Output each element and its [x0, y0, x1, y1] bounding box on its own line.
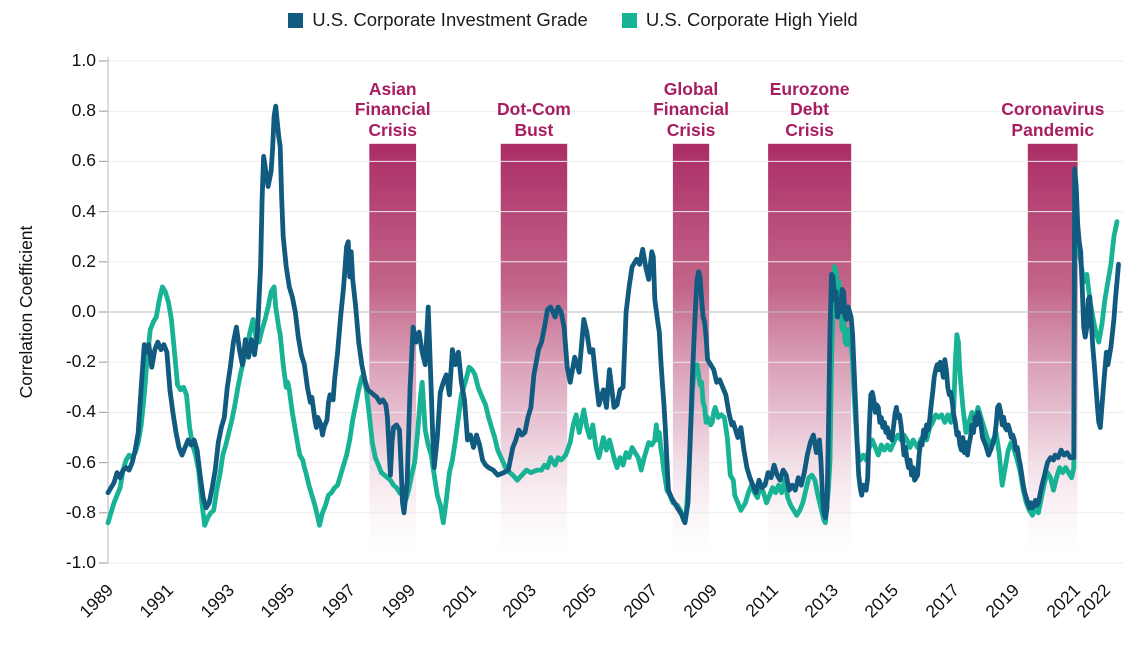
legend-label-investment-grade: U.S. Corporate Investment Grade	[312, 9, 588, 30]
crisis-band-3	[768, 143, 852, 559]
crisis-label-1: Dot-Com Bust	[497, 99, 571, 140]
y-tick-label: 0.4	[71, 200, 96, 221]
crisis-label-0: Asian Financial Crisis	[354, 79, 431, 140]
crisis-band-4	[1027, 143, 1078, 559]
legend-item-investment-grade: U.S. Corporate Investment Grade	[288, 9, 588, 31]
legend-label-high-yield: U.S. Corporate High Yield	[645, 9, 858, 30]
high-yield-line	[105, 189, 1120, 528]
crisis-label-4: Coronavirus Pandemic	[1001, 99, 1105, 140]
chart-legend: U.S. Corporate Investment Grade U.S. Cor…	[0, 9, 1146, 31]
crisis-band-1	[500, 143, 568, 559]
y-tick-label: 0.8	[71, 100, 96, 121]
y-tick-label: 1.0	[71, 50, 96, 70]
legend-item-high-yield: U.S. Corporate High Yield	[621, 9, 858, 31]
y-tick-label: 0.0	[71, 301, 96, 321]
y-tick-label: -0.4	[65, 401, 96, 422]
investment-grade-swatch-icon	[288, 12, 304, 28]
crisis-label-2: Global Financial Crisis	[653, 79, 729, 140]
y-tick-label: -0.8	[65, 501, 96, 522]
y-tick-label: -0.6	[65, 451, 96, 472]
crisis-label-3: Eurozone Debt Crisis	[769, 79, 850, 140]
high-yield-swatch-icon	[621, 12, 637, 28]
y-tick-label: -1.0	[65, 552, 96, 572]
y-tick-label: 0.2	[71, 250, 96, 271]
investment-grade-line	[105, 103, 1121, 526]
crisis-band-2	[672, 143, 710, 559]
y-tick-label: -0.2	[65, 351, 96, 372]
y-tick-label: 0.6	[71, 150, 96, 171]
